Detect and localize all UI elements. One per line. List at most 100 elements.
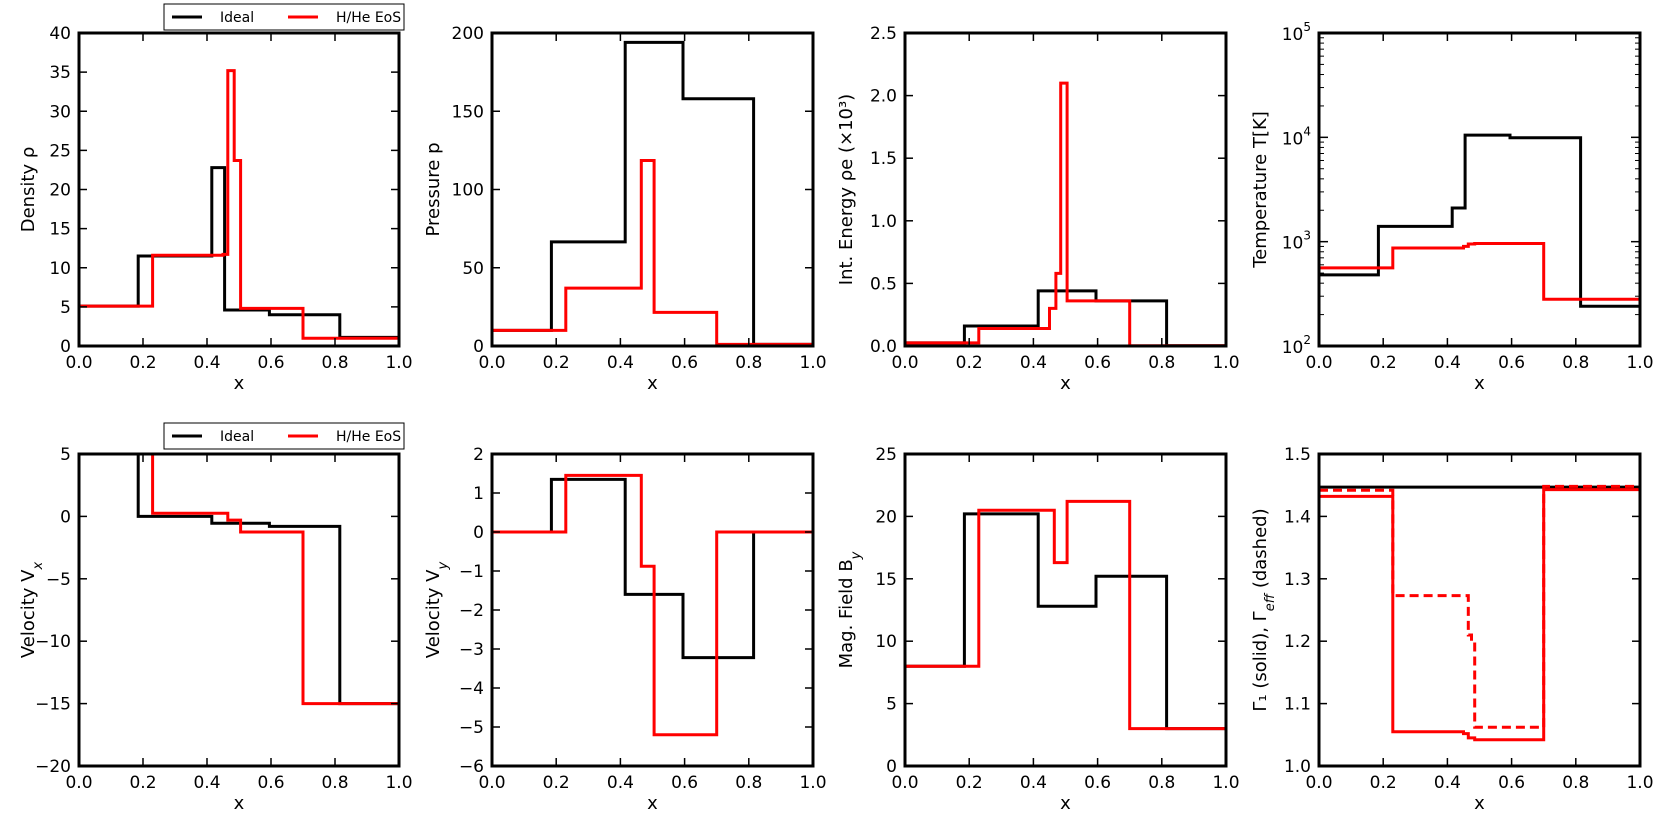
x-tick-label: 0.0 [891, 773, 918, 793]
x-axis-label: x [647, 793, 658, 814]
series-group [492, 473, 813, 737]
y-tick-label: 1.5 [1284, 445, 1311, 465]
legend: Ideal H/He EoS [163, 422, 405, 450]
y-tick-label: 20 [49, 181, 71, 201]
subplot-6: 0.0 0.2 0.4 0.6 0.8 1.0 −6 −5 −4 −3 −2 −1 0 1 2 x Veloci… [423, 445, 827, 814]
subplot-8: 0.0 0.2 0.4 0.6 0.8 1.0 1.0 1.1 1.2 1.3 1.4 1.5 x Γ₁ … [1250, 445, 1654, 814]
series-group [905, 81, 1226, 346]
y-tick-label: −20 [35, 757, 71, 777]
x-tick-label: 0.6 [257, 353, 284, 373]
x-tick-label: 0.0 [1305, 773, 1332, 793]
x-tick-label: 0.2 [129, 773, 156, 793]
series-line-hhe-eos [1319, 488, 1640, 742]
y-tick-label: 50 [462, 259, 484, 279]
legend: Ideal H/He EoS [163, 3, 405, 31]
axes-frame [903, 31, 1228, 348]
axes-frame [77, 31, 401, 348]
x-tick-label: 0.8 [1562, 773, 1589, 793]
y-tick-label: 35 [49, 63, 71, 83]
x-tick-label: 0.0 [478, 353, 505, 373]
x-tick-label: 0.8 [321, 773, 348, 793]
series-line-hhe-eos [492, 473, 813, 737]
x-tick-label: 0.4 [607, 773, 634, 793]
x-tick-label: 0.8 [321, 353, 348, 373]
series-line-hhe-eos [79, 69, 399, 340]
y-axis-label: Velocity Vx [18, 562, 46, 659]
x-tick-label: 0.6 [1084, 773, 1111, 793]
series-line-ideal [492, 477, 813, 660]
y-tick-label: 40 [49, 24, 71, 44]
y-axis-label: Density ρ [18, 147, 39, 233]
x-tick-label: 0.8 [1148, 773, 1175, 793]
y-tick-label: 102 [1282, 333, 1311, 358]
x-tick-label: 0.2 [543, 353, 570, 373]
subplot-7: 0.0 0.2 0.4 0.6 0.8 1.0 0 5 10 15 20 25 x Mag. Field … [836, 445, 1240, 814]
x-tick-label: 0.2 [956, 773, 983, 793]
x-tick-label: 0.2 [543, 773, 570, 793]
x-tick-label: 0.0 [65, 773, 92, 793]
y-tick-label: 0 [473, 337, 484, 357]
legend-label: H/He EoS [336, 429, 401, 445]
series-line-ideal [905, 512, 1226, 731]
x-axis-label: x [1060, 793, 1071, 814]
series-group [492, 40, 813, 346]
axes-frame [1317, 31, 1642, 348]
x-tick-label: 0.4 [193, 773, 220, 793]
axes-frame [490, 31, 815, 348]
x-axis-label: x [647, 373, 658, 394]
x-tick-label: 0.0 [1305, 353, 1332, 373]
y-axis-label: Temperature T[K] [1250, 111, 1271, 269]
legend-label: Ideal [220, 10, 254, 26]
y-tick-label: 5 [886, 695, 897, 715]
y-tick-label: 1.2 [1284, 632, 1311, 652]
x-tick-label: 0.2 [1370, 773, 1397, 793]
y-axis-label: Mag. Field By [836, 551, 864, 668]
y-tick-label: 15 [875, 570, 897, 590]
series-group [905, 499, 1226, 731]
x-tick-label: 0.8 [1562, 353, 1589, 373]
y-tick-label: −4 [459, 679, 484, 699]
x-tick-label: 0.4 [1434, 773, 1461, 793]
y-tick-label: −15 [35, 695, 71, 715]
y-tick-label: 1.1 [1284, 695, 1311, 715]
x-tick-label: 1.0 [799, 353, 826, 373]
y-tick-label: 0.0 [870, 337, 897, 357]
y-tick-label: −6 [459, 757, 484, 777]
y-tick-label: 1.5 [870, 149, 897, 169]
y-tick-label: −2 [459, 601, 484, 621]
x-tick-label: 0.6 [257, 773, 284, 793]
subplot-1: 0.0 0.2 0.4 0.6 0.8 1.0 0 5 10 15 20 25 30 35 40 x Densi… [18, 3, 413, 394]
axes-frame [490, 452, 815, 768]
legend-label: Ideal [220, 429, 254, 445]
y-tick-label: 150 [452, 102, 484, 122]
x-tick-label: 1.0 [1212, 353, 1239, 373]
x-tick-label: 0.2 [129, 353, 156, 373]
legend-box [163, 3, 405, 31]
x-tick-label: 1.0 [1626, 773, 1653, 793]
x-tick-label: 1.0 [1212, 773, 1239, 793]
y-axis-label: Pressure p [423, 142, 444, 236]
y-tick-label: 10 [875, 632, 897, 652]
y-tick-label: 0 [60, 507, 71, 527]
series-line-hhe-eos [1319, 242, 1640, 301]
x-tick-label: 0.6 [671, 773, 698, 793]
x-axis-label: x [234, 373, 245, 394]
series-line-hhe-eos [151, 454, 399, 706]
legend-box [163, 422, 405, 450]
x-tick-label: 0.4 [1020, 773, 1047, 793]
y-tick-label: 1.0 [1284, 757, 1311, 777]
x-axis-label: x [234, 793, 245, 814]
y-tick-label: 30 [49, 102, 71, 122]
y-tick-label: 2.5 [870, 24, 897, 44]
y-tick-label: 2 [473, 445, 484, 465]
y-tick-label: 103 [1282, 229, 1311, 254]
y-tick-label: −5 [46, 570, 71, 590]
series-line-hhe-eos [905, 499, 1226, 731]
y-tick-label: 1.4 [1284, 507, 1311, 527]
series-line-ideal [136, 454, 399, 706]
x-tick-label: 0.6 [1498, 773, 1525, 793]
y-tick-label: 5 [60, 298, 71, 318]
series-line-hhe-eos-dashed [1319, 484, 1640, 729]
series-group [1319, 133, 1640, 308]
x-tick-label: 0.0 [65, 353, 92, 373]
